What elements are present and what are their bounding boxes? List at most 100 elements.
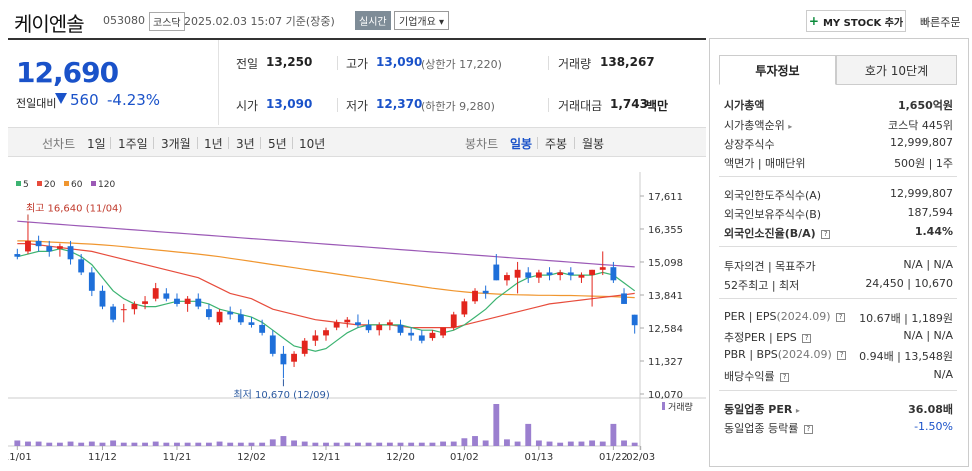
candle-body: [312, 335, 319, 341]
period-1d[interactable]: 1일: [87, 137, 106, 151]
prev-close-label: 전일: [236, 57, 259, 71]
candle-body: [429, 332, 436, 339]
volume-bar: [152, 441, 159, 446]
my-stock-add-button[interactable]: + MY STOCK 추가: [806, 10, 906, 32]
moving-average-ma120: [17, 220, 635, 268]
candle-body: [514, 269, 521, 278]
sector-rate-row: 동일업종 등락률 ? -1.50%: [724, 420, 953, 436]
moving-average-ma60: [17, 240, 635, 299]
period-10y[interactable]: 10년: [299, 137, 326, 151]
candle-body: [46, 246, 53, 252]
lower-limit: (하한가 9,280): [421, 100, 495, 113]
volume-bar: [131, 442, 138, 446]
period-daily[interactable]: 일봉: [510, 137, 533, 151]
period-monthly[interactable]: 월봉: [582, 137, 605, 151]
period-1w[interactable]: 1주일: [118, 137, 148, 151]
help-icon[interactable]: ?: [821, 229, 831, 239]
y-tick-label: 17,611: [648, 192, 683, 203]
volume-bar: [589, 440, 596, 446]
volume-bar: [237, 442, 244, 446]
tab-order-book[interactable]: 호가 10단계: [836, 55, 957, 85]
volume-bar: [120, 442, 127, 446]
legend-swatch-ma60: [64, 181, 69, 186]
period-1y[interactable]: 1년: [204, 137, 223, 151]
high-label: 고가: [346, 57, 369, 71]
help-icon[interactable]: ?: [836, 312, 846, 322]
divider: [719, 84, 957, 85]
divider: [197, 137, 198, 149]
divider: [337, 98, 338, 112]
candle-body: [174, 298, 180, 304]
period-3m[interactable]: 3개월: [161, 137, 191, 151]
company-name: 케이엔솔: [14, 12, 85, 36]
x-tick-label: 12/02: [237, 452, 266, 463]
volume-bar: [312, 442, 319, 446]
quote-datetime: 2025.02.03 15:07 기준(장중): [184, 15, 335, 28]
candle-body: [525, 272, 532, 278]
volume-bar: [142, 442, 148, 446]
volume-bar: [205, 442, 212, 446]
volume-bar: [514, 441, 521, 446]
candle-body: [78, 259, 85, 273]
volume-bar: [248, 442, 255, 446]
par-row: 액면가 | 매매단위 500원 | 1주: [724, 155, 953, 171]
volume-legend-label: 거래량: [668, 401, 693, 413]
volume-bar: [259, 442, 266, 446]
volume-bar: [323, 442, 329, 446]
market-cap-value: 1,650억원: [897, 99, 953, 112]
y-tick-label: 11,327: [648, 357, 683, 368]
volume-bar: [525, 423, 532, 446]
per-date: (2024.09): [776, 310, 831, 323]
candle-body: [557, 272, 564, 276]
divider: [719, 176, 957, 177]
per-value: 10.67배 | 1,189원: [859, 312, 953, 325]
stock-chart[interactable]: 5 20 60 120 17,611 16,355 15,098 13,841 12,584 11…: [8, 172, 706, 465]
candle-body: [461, 301, 468, 315]
down-arrow-icon: [55, 93, 67, 104]
foreign-hold-row: 외국인보유주식수(B) 187,594: [724, 206, 953, 222]
foreign-limit-label: 외국인한도주식수(A): [724, 189, 822, 202]
candle-body: [205, 309, 212, 318]
help-icon[interactable]: ?: [780, 372, 790, 382]
market-cap-rank-value: 코스닥 445위: [888, 119, 953, 132]
candle-body: [450, 314, 457, 328]
x-tick-label: 01/02: [450, 452, 479, 463]
foreign-rate-label: 외국인소진율(B/A): [724, 227, 816, 240]
current-price: 12,690: [16, 56, 119, 89]
foreign-rate-row: 외국인소진율(B/A) ? 1.44%: [724, 225, 953, 241]
candle-body: [269, 335, 276, 354]
volume-bar: [14, 440, 21, 446]
shares-value: 12,999,807: [890, 136, 953, 149]
help-icon[interactable]: ?: [803, 424, 813, 434]
y-tick-label: 16,355: [648, 225, 683, 236]
period-3y[interactable]: 3년: [236, 137, 255, 151]
sector-rate-label: 동일업종 등락률: [724, 422, 799, 435]
tab-investment-info[interactable]: 투자정보: [719, 55, 836, 85]
x-tick-label: 12/20: [386, 452, 415, 463]
candle-body: [355, 322, 361, 325]
candle-body: [67, 246, 74, 260]
volume-bar: [504, 439, 510, 446]
par-value: 500원 | 1주: [894, 157, 953, 170]
divider: [719, 390, 957, 391]
period-5y[interactable]: 5년: [268, 137, 287, 151]
realtime-badge[interactable]: 실시간: [355, 11, 391, 30]
period-weekly[interactable]: 주봉: [545, 137, 568, 151]
est-per-value: N/A | N/A: [903, 329, 953, 342]
candle-body: [589, 269, 596, 276]
quick-order-link[interactable]: 빠른주문: [920, 16, 961, 29]
help-icon[interactable]: ?: [837, 350, 847, 360]
company-overview-dropdown[interactable]: 기업개요 ▾: [394, 11, 450, 30]
company-overview-label: 기업개요: [399, 17, 436, 28]
sector-per-value: 36.08배: [908, 403, 953, 416]
volume-bar: [163, 442, 170, 446]
candle-body: [14, 254, 21, 257]
pbr-value: 0.94배 | 13,548원: [859, 350, 953, 363]
help-icon[interactable]: ?: [802, 333, 812, 343]
divider: [537, 137, 538, 149]
arrow-right-icon: ▸: [788, 122, 793, 131]
divider: [719, 246, 957, 247]
pbr-date: (2024.09): [777, 348, 832, 361]
est-per-label: 추정PER | EPS: [724, 331, 797, 344]
volume-bar: [110, 440, 117, 446]
